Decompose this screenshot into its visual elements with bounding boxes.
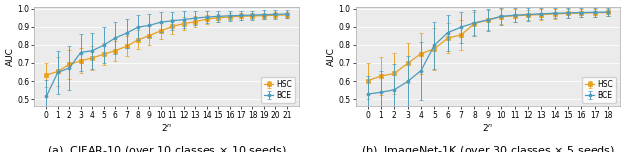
Legend: HSC, BCE: HSC, BCE [582,77,616,103]
Y-axis label: AUC: AUC [327,47,336,66]
Y-axis label: AUC: AUC [6,47,15,66]
Text: (a)  CIFAR-10 (over 10 classes $\times$ 10 seeds): (a) CIFAR-10 (over 10 classes $\times$ 1… [47,144,286,152]
Legend: HSC, BCE: HSC, BCE [261,77,295,103]
X-axis label: $2^n$: $2^n$ [482,122,493,133]
X-axis label: $2^n$: $2^n$ [161,122,172,133]
Text: (b)  ImageNet-1K (over 30 classes $\times$ 5 seeds): (b) ImageNet-1K (over 30 classes $\times… [361,144,615,152]
